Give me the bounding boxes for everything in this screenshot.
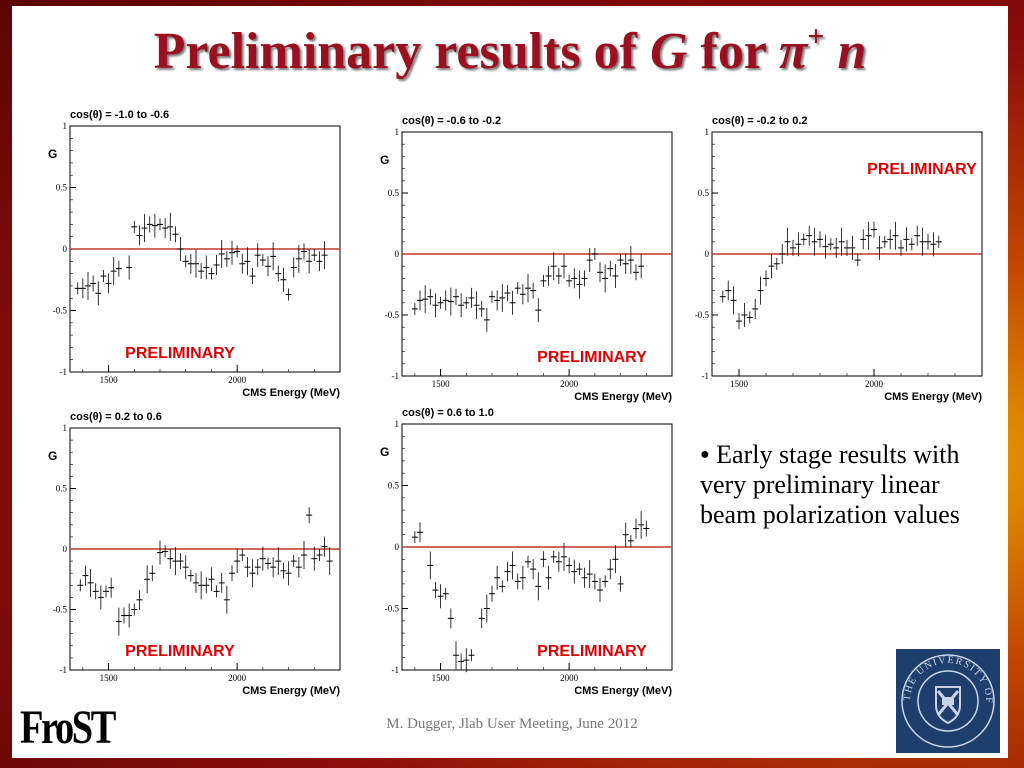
y-axis-label: G [48, 449, 57, 463]
y-tick-label: 1 [63, 121, 68, 131]
y-tick-label: 0 [705, 249, 710, 259]
y-tick-label: 1 [705, 127, 710, 137]
y-tick-label: 1 [395, 127, 400, 137]
chart-panel-3: cos(θ) = -0.2 to 0.2 -1 -0.5 0 0.5 1 1500 2000 C… [672, 110, 992, 408]
preliminary-watermark: PRELIMINARY [537, 349, 647, 366]
university-seal-icon: THE UNIVERSITY OF EDINBURGH [896, 649, 1000, 753]
y-tick-label: 0 [395, 542, 400, 552]
y-tick-label: 0.5 [388, 481, 400, 491]
y-axis-label: G [380, 445, 389, 459]
chart-title: cos(θ) = 0.6 to 1.0 [402, 407, 494, 419]
x-tick-label: 1500 [432, 673, 451, 683]
title-mid: for [687, 23, 779, 80]
y-tick-label: 0 [395, 249, 400, 259]
chart-title: cos(θ) = -0.6 to -0.2 [402, 115, 501, 127]
x-tick-label: 2000 [560, 379, 579, 389]
x-tick-label: 1500 [100, 673, 119, 683]
x-axis-label: CMS Energy (MeV) [574, 391, 672, 403]
y-tick-label: -1 [392, 665, 400, 675]
x-tick-label: 1500 [432, 379, 451, 389]
chart-panel-4: cos(θ) = 0.2 to 0.6 G -1 -0.5 0 0.5 1 1500 2000 C… [30, 406, 350, 702]
y-tick-label: -0.5 [385, 604, 400, 614]
chart-title: cos(θ) = 0.2 to 0.6 [70, 411, 162, 423]
y-tick-label: 1 [63, 423, 68, 433]
frost-logo: FroST [20, 701, 116, 754]
bullet-dot-icon: ● [700, 446, 710, 463]
slide-title: Preliminary results of G for π+ n [12, 20, 1008, 81]
y-tick-label: -0.5 [695, 310, 710, 320]
bullet-text: ● Early stage results with very prelimin… [700, 440, 990, 530]
chart-5: cos(θ) = 0.6 to 1.0 G -1 -0.5 0 0.5 1 1500 2000 C… [380, 407, 673, 697]
x-axis-label: CMS Energy (MeV) [574, 685, 672, 697]
x-tick-label: 2000 [865, 379, 884, 389]
x-axis-label: CMS Energy (MeV) [242, 387, 340, 399]
preliminary-watermark: PRELIMINARY [867, 161, 977, 178]
y-tick-label: 1 [395, 419, 400, 429]
title-n: n [837, 23, 867, 80]
y-axis-label: G [48, 147, 57, 161]
chart-4: cos(θ) = 0.2 to 0.6 G -1 -0.5 0 0.5 1 1500 2000 C… [48, 411, 341, 697]
y-tick-label: -1 [702, 371, 710, 381]
title-var: G [649, 23, 688, 80]
chart-panel-1: cos(θ) = -1.0 to -0.6 G -1 -0.5 0 0.5 1 1500 200… [30, 104, 350, 404]
x-axis-label: CMS Energy (MeV) [884, 391, 982, 403]
title-text: Preliminary results of [153, 23, 650, 80]
y-tick-label: 0 [63, 244, 68, 254]
x-axis-label: CMS Energy (MeV) [242, 685, 340, 697]
x-tick-label: 2000 [228, 673, 247, 683]
y-tick-label: 0.5 [56, 484, 68, 494]
y-tick-label: 0.5 [698, 188, 710, 198]
chart-1: cos(θ) = -1.0 to -0.6 G -1 -0.5 0 0.5 1 1500 200… [48, 109, 341, 399]
footer-text: M. Dugger, Jlab User Meeting, June 2012 [386, 716, 638, 732]
title-space [824, 23, 837, 80]
preliminary-watermark: PRELIMINARY [125, 345, 235, 362]
title-pi: π [778, 23, 808, 80]
chart-panel-5: cos(θ) = 0.6 to 1.0 G -1 -0.5 0 0.5 1 1500 2000 C… [362, 402, 682, 702]
y-tick-label: -0.5 [53, 605, 68, 615]
preliminary-watermark: PRELIMINARY [537, 643, 647, 660]
y-tick-label: -1 [392, 371, 400, 381]
bullet-content: Early stage results with very preliminar… [700, 440, 960, 529]
x-tick-label: 2000 [560, 673, 579, 683]
y-tick-label: 0 [63, 544, 68, 554]
chart-title: cos(θ) = -0.2 to 0.2 [712, 115, 808, 127]
y-tick-label: 0.5 [56, 183, 68, 193]
title-sup: + [807, 20, 825, 53]
y-tick-label: -0.5 [385, 310, 400, 320]
y-tick-label: -0.5 [53, 306, 68, 316]
y-tick-label: -1 [60, 367, 68, 377]
chart-2: cos(θ) = -0.6 to -0.2 G -1 -0.5 0 0.5 1 1500 200… [380, 115, 673, 403]
y-tick-label: 0.5 [388, 188, 400, 198]
chart-title: cos(θ) = -1.0 to -0.6 [70, 109, 169, 121]
y-tick-label: -1 [60, 665, 68, 675]
x-tick-label: 2000 [228, 375, 247, 385]
chart-panel-2: cos(θ) = -0.6 to -0.2 G -1 -0.5 0 0.5 1 1500 200… [362, 110, 682, 408]
chart-3: cos(θ) = -0.2 to 0.2 -1 -0.5 0 0.5 1 1500 2000C… [695, 115, 983, 403]
y-axis-label: G [380, 153, 389, 167]
x-tick-label: 1500 [100, 375, 119, 385]
preliminary-watermark: PRELIMINARY [125, 643, 235, 660]
x-tick-label: 1500 [730, 379, 749, 389]
